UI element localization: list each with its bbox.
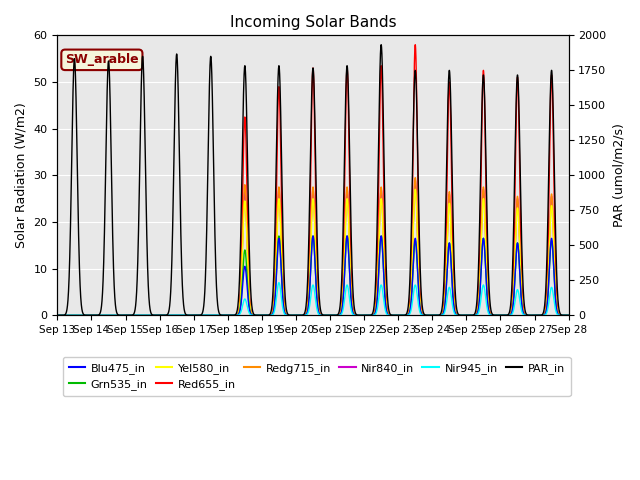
Text: SW_arable: SW_arable: [65, 53, 139, 66]
Y-axis label: Solar Radiation (W/m2): Solar Radiation (W/m2): [15, 102, 28, 248]
Legend: Blu475_in, Grn535_in, Yel580_in, Red655_in, Redg715_in, Nir840_in, Nir945_in, PA: Blu475_in, Grn535_in, Yel580_in, Red655_…: [63, 357, 570, 396]
Title: Incoming Solar Bands: Incoming Solar Bands: [230, 15, 396, 30]
Y-axis label: PAR (umol/m2/s): PAR (umol/m2/s): [612, 123, 625, 227]
